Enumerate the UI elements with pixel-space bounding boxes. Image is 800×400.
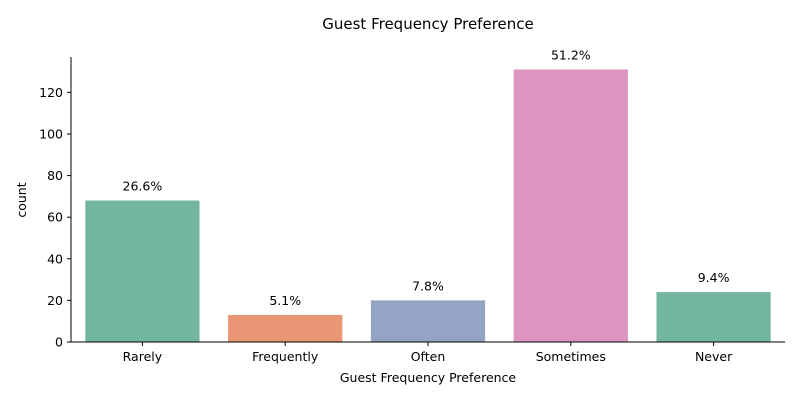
data-label-never: 9.4%	[698, 270, 730, 285]
data-label-frequently: 5.1%	[269, 293, 301, 308]
x-tick-label-never: Never	[695, 349, 733, 364]
y-axis-ticks: 0 20 40 60 80 100 120	[39, 85, 71, 350]
bars-group	[85, 69, 771, 342]
x-tick-label-rarely: Rarely	[123, 349, 163, 364]
y-tick-label: 40	[47, 251, 63, 266]
data-label-often: 7.8%	[412, 278, 444, 293]
y-axis-label: count	[14, 182, 29, 217]
chart-title: Guest Frequency Preference	[322, 15, 534, 33]
y-tick-label: 80	[47, 168, 63, 183]
y-tick-label: 100	[39, 126, 63, 141]
x-axis-label: Guest Frequency Preference	[340, 370, 517, 385]
y-tick-label: 120	[39, 85, 63, 100]
data-label-rarely: 26.6%	[123, 179, 163, 194]
bar-often	[370, 300, 486, 342]
x-tick-label-frequently: Frequently	[252, 349, 319, 364]
y-tick-label: 0	[55, 335, 63, 350]
data-label-sometimes: 51.2%	[551, 47, 591, 62]
bar-never	[656, 292, 771, 342]
bar-frequently	[228, 314, 343, 342]
y-tick-label: 60	[47, 210, 63, 225]
x-tick-label-sometimes: Sometimes	[536, 349, 606, 364]
data-labels-group: 26.6% 5.1% 7.8% 51.2% 9.4%	[123, 47, 730, 307]
y-tick-label: 20	[47, 293, 63, 308]
bar-sometimes	[513, 69, 628, 342]
x-axis-ticks: Rarely Frequently Often Sometimes Never	[123, 342, 733, 364]
x-tick-label-often: Often	[411, 349, 446, 364]
bar-rarely	[85, 200, 200, 342]
